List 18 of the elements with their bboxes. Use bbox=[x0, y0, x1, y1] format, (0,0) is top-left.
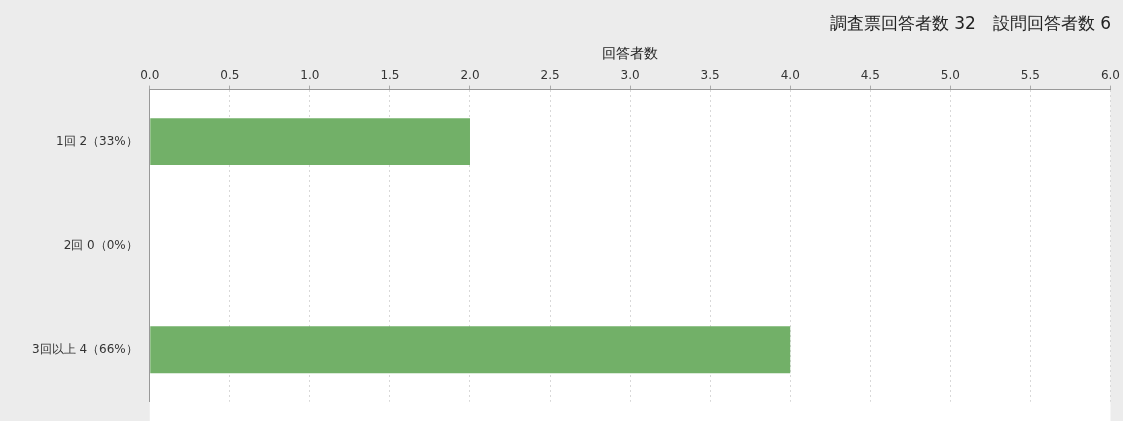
x-tick-label: 5.5 bbox=[1020, 67, 1040, 82]
x-tick-label: 4.5 bbox=[860, 67, 880, 82]
chart-title: 調査票回答者数 32 設問回答者数 6 bbox=[829, 12, 1111, 33]
y-tick-label: 2回 0（0%） bbox=[63, 237, 138, 252]
x-tick-label: 5.0 bbox=[940, 67, 960, 82]
x-tick-label: 6.0 bbox=[1100, 67, 1120, 82]
x-tick-label: 1.5 bbox=[380, 67, 400, 82]
x-tick-label: 4.0 bbox=[780, 67, 800, 82]
x-axis-title: 回答者数 bbox=[602, 45, 659, 62]
x-tick-label: 3.0 bbox=[620, 67, 640, 82]
x-tick-label: 2.5 bbox=[540, 67, 560, 82]
x-tick-label: 0.0 bbox=[140, 67, 160, 82]
x-tick-label: 0.5 bbox=[220, 67, 240, 82]
y-tick-label: 3回以上 4（66%） bbox=[31, 341, 138, 356]
x-tick-label: 3.5 bbox=[700, 67, 720, 82]
y-tick-label: 1回 2（33%） bbox=[55, 133, 138, 148]
x-tick-label: 2.0 bbox=[460, 67, 480, 82]
x-tick-label: 1.0 bbox=[300, 67, 320, 82]
